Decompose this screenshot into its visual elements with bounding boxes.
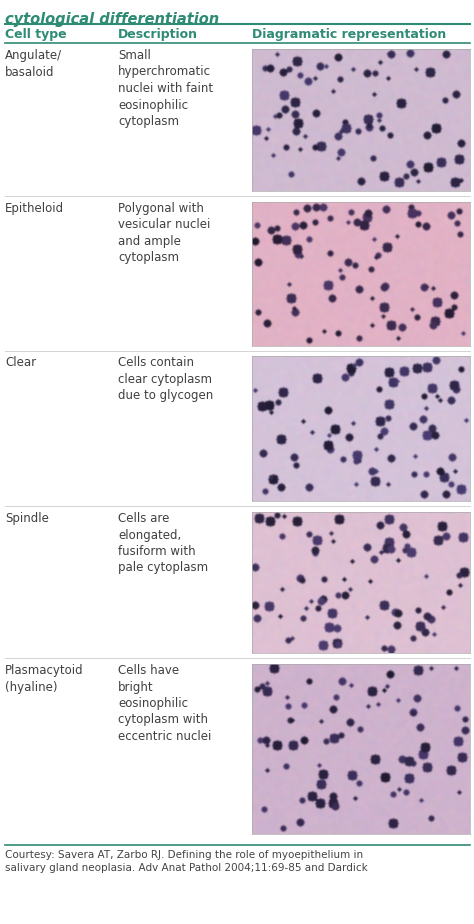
Text: Cells are
elongated,
fusiform with
pale cytoplasm: Cells are elongated, fusiform with pale … [118,512,208,575]
Text: Polygonal with
vesicular nuclei
and ample
cytoplasm: Polygonal with vesicular nuclei and ampl… [118,202,210,264]
Text: Spindle: Spindle [5,512,49,525]
Text: Courtesy: Savera AT, Zarbo RJ. Defining the role of myoepithelium in
salivary gl: Courtesy: Savera AT, Zarbo RJ. Defining … [5,850,368,873]
Text: Epitheloid: Epitheloid [5,202,64,215]
Text: Angulate/
basaloid: Angulate/ basaloid [5,49,62,79]
Text: Description: Description [118,28,198,41]
Text: Cells contain
clear cytoplasm
due to glycogen: Cells contain clear cytoplasm due to gly… [118,356,213,402]
Text: Diagramatic representation: Diagramatic representation [252,28,446,41]
Text: Cells have
bright
eosinophilic
cytoplasm with
eccentric nuclei: Cells have bright eosinophilic cytoplasm… [118,664,211,743]
Text: Clear: Clear [5,356,36,369]
Text: Small
hyperchromatic
nuclei with faint
eosinophilic
cytoplasm: Small hyperchromatic nuclei with faint e… [118,49,213,128]
Text: Cell type: Cell type [5,28,67,41]
Text: cytological differentiation: cytological differentiation [5,12,219,27]
Text: Plasmacytoid
(hyaline): Plasmacytoid (hyaline) [5,664,83,694]
